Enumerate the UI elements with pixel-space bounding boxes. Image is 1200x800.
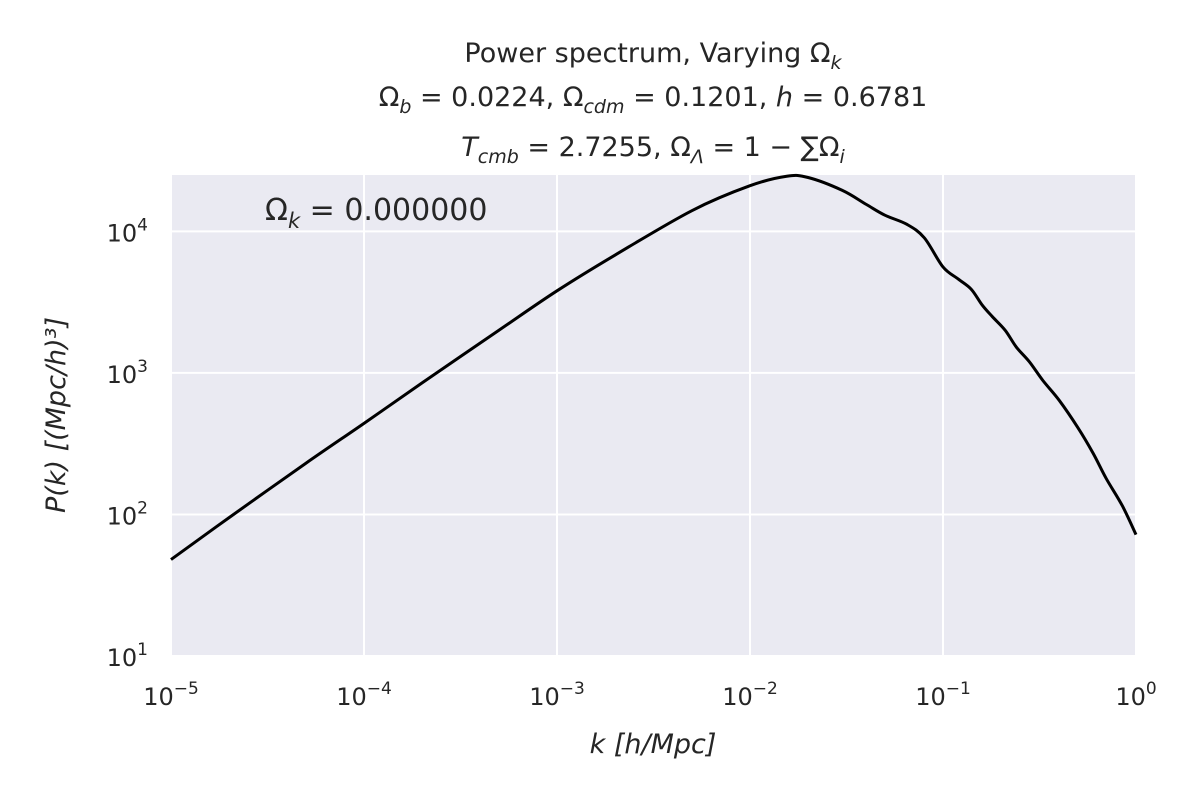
- y-tick-label-1: 102: [107, 498, 148, 530]
- x-tick-label-2: 10−3: [529, 679, 585, 711]
- title-line-2: Tcmb​ = 2.7255, ΩΛ​ = 1 − ∑Ωi​: [461, 132, 845, 168]
- x-tick-label-0: 10−5: [143, 679, 199, 711]
- y-tick-label-3: 104: [107, 215, 148, 247]
- x-tick-label-5: 100: [1115, 679, 1156, 711]
- series-line-0: [170, 173, 1138, 561]
- y-tick-label-2: 103: [107, 357, 148, 389]
- title-line-0: Power spectrum, Varying Ωk​: [464, 38, 842, 74]
- x-axis-label: k [h/Mpc]: [590, 729, 717, 760]
- x-tick-label-4: 10−1: [915, 679, 971, 711]
- y-axis-label: P(k) [(Mpc/h)³]: [41, 317, 72, 513]
- y-tick-labels: 101 102 103 104: [107, 215, 148, 672]
- title-line-1: Ωb​ = 0.0224, Ωcdm​ = 0.1201, h = 0.6781: [379, 82, 928, 118]
- x-tick-label-1: 10−4: [336, 679, 392, 711]
- chart-title: Power spectrum, Varying Ωk​ Ωb​ = 0.0224,…: [379, 38, 928, 168]
- series-group: [170, 173, 1138, 561]
- grid-lines: [170, 175, 1137, 657]
- plot-area: [171, 175, 1136, 656]
- x-tick-labels: 10−5 10−4 10−3 10−2 10−1 100: [143, 679, 1156, 711]
- x-tick-label-3: 10−2: [722, 679, 778, 711]
- annotation-omega-k: Ωk = 0.000000: [265, 193, 487, 233]
- y-tick-label-0: 101: [107, 640, 148, 672]
